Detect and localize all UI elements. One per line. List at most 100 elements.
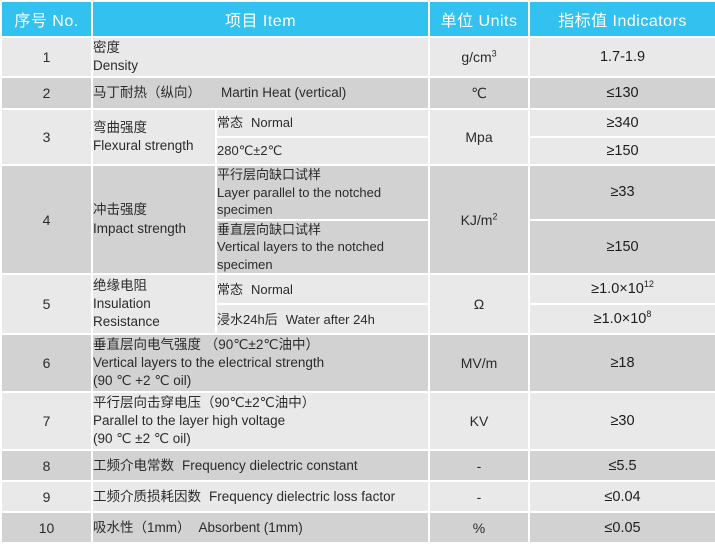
item-cell: 密度 Density [90, 36, 431, 78]
indicator-cell: ≤0.04 [528, 480, 715, 514]
table-row: 垂直层向缺口试样 Vertical layers to the notched … [1, 218, 715, 276]
indicator-cell: ≥33 [528, 164, 715, 221]
item-label-en: Frequency dielectric loss factor [209, 488, 396, 504]
item-cell: 弯曲强度 Flexural strength [91, 108, 217, 166]
item-label-zh: 马丁耐热（纵向） [93, 84, 201, 100]
item-label-zh: 弯曲强度 [93, 119, 147, 135]
unit-cell: - [428, 449, 531, 483]
sub-item-en: Vertical layers to the notched specimen [217, 239, 384, 272]
item-label-en: Frequency dielectric constant [182, 457, 358, 473]
indicator-cell: ≤130 [528, 76, 715, 110]
header-no: 序号 No. [0, 0, 93, 38]
sub-item-zh: 浸水24h后 [217, 311, 278, 327]
sub-item-cell: 垂直层向缺口试样 Vertical layers to the notched … [214, 218, 431, 276]
row-number: 2 [0, 76, 93, 110]
table-row: 3 弯曲强度 Flexural strength 常态 Normal Mpa ≥3… [0, 108, 715, 166]
row-number: 9 [0, 480, 93, 514]
header-item: 项目 Item [90, 0, 431, 38]
item-cell: 绝缘电阻 Insulation Resistance [91, 273, 217, 336]
sub-item-zh: 垂直层向缺口试样 [217, 221, 322, 237]
row-number: 10 [0, 511, 93, 544]
table-row: 4 冲击强度 Impact strength 平行层向缺口试样 Layer pa… [0, 163, 715, 276]
unit-cell: - [428, 480, 531, 514]
unit-cell: Mpa [428, 108, 531, 166]
sub-item-zh: 280℃±2℃ [217, 143, 283, 159]
item-cell: 垂直层向电气强度 （90℃±2℃油中） Vertical layers to t… [90, 333, 431, 394]
table-row: 9 工频介质损耗因数 Frequency dielectric loss fact… [0, 480, 715, 514]
item-line-3: (90 ℃ ±2 ℃ oil) [93, 431, 191, 447]
table-row: 8 工频介电常数 Frequency dielectric constant - … [0, 449, 715, 483]
sub-item-en: Water after 24h [285, 311, 375, 327]
unit-cell: Ω [428, 273, 531, 336]
item-line-2: Parallel to the layer high voltage [93, 413, 286, 429]
indicator-cell: ≤0.05 [528, 511, 715, 544]
unit-label: g/cm [461, 49, 492, 65]
sub-item-en: Normal [251, 115, 293, 131]
table-row: 2 马丁耐热（纵向） Martin Heat (vertical) ℃ ≤130 [0, 76, 715, 110]
item-label-zh: 冲击强度 [93, 202, 147, 218]
unit-superscript: 3 [491, 48, 497, 59]
item-cell: 工频介质损耗因数 Frequency dielectric loss factor [90, 480, 431, 514]
item-label-zh: 密度 [93, 39, 120, 55]
item-line-1: 平行层向击穿电压（90℃±2℃油中） [93, 394, 316, 410]
unit-cell: MV/m [428, 333, 531, 394]
indicator-value: ≥1.0×10 [593, 311, 647, 328]
indicator-cell: 1.7-1.9 [528, 36, 715, 78]
indicator-value: ≥1.0×10 [591, 281, 644, 298]
item-cell: 平行层向击穿电压（90℃±2℃油中） Parallel to the layer… [90, 391, 431, 452]
indicator-cell: ≥150 [528, 218, 715, 276]
item-label-zh: 工频介质损耗因数 [93, 488, 201, 504]
indicator-cell: ≥30 [528, 391, 715, 452]
row-number: 1 [0, 36, 93, 78]
row-number: 3 [0, 108, 93, 166]
item-label-en: Density [93, 58, 139, 73]
sub-item-zh: 常态 [217, 281, 244, 297]
sub-item-cell: 280℃±2℃ [214, 136, 431, 166]
header-units: 单位 Units [428, 0, 531, 38]
indicator-superscript: 8 [646, 309, 652, 320]
sub-item-en: Layer parallel to the notched specimen [217, 184, 382, 218]
unit-cell: KJ/m2 [428, 163, 531, 276]
row-number: 7 [0, 391, 93, 452]
item-cell: 冲击强度 Impact strength [91, 163, 217, 276]
indicator-cell: ≥1.0×1012 [528, 273, 715, 306]
unit-superscript: 2 [492, 210, 498, 221]
row-number: 6 [0, 333, 93, 394]
row-number: 4 [0, 163, 93, 276]
item-label-zh: 吸水性（1mm） [93, 519, 191, 535]
unit-cell: g/cm3 [428, 36, 531, 78]
indicator-cell: ≥150 [528, 136, 715, 166]
item-label-en: Absorbent (1mm) [198, 519, 303, 535]
indicator-cell: ≥18 [528, 333, 715, 394]
row-number: 5 [0, 273, 93, 336]
item-label-zh: 绝缘电阻 [93, 277, 147, 293]
indicator-cell: ≤5.5 [528, 449, 715, 483]
unit-cell: % [428, 511, 531, 544]
row-number: 8 [0, 449, 93, 483]
sub-item-cell: 常态 Normal [214, 273, 431, 306]
unit-cell: KV [428, 391, 531, 452]
item-label-en: Flexural strength [93, 138, 194, 153]
item-cell: 吸水性（1mm） Absorbent (1mm) [90, 511, 431, 544]
indicator-cell: ≥1.0×108 [528, 303, 715, 336]
table-row: 5 绝缘电阻 Insulation Resistance 常态 Normal Ω … [0, 273, 715, 336]
table-row: 7 平行层向击穿电压（90℃±2℃油中） Parallel to the lay… [0, 391, 715, 452]
indicator-superscript: 12 [643, 279, 654, 290]
sub-item-cell: 浸水24h后 Water after 24h [214, 303, 431, 336]
item-line-2: Vertical layers to the electrical streng… [93, 355, 325, 371]
header-indicators: 指标值 Indicators [528, 0, 715, 38]
sub-item-en: Normal [251, 281, 293, 297]
item-label-en: Impact strength [93, 220, 187, 236]
unit-label: KJ/m [460, 211, 493, 228]
table-header-row: 序号 No. 项目 Item 单位 Units 指标值 Indicators [0, 0, 715, 38]
item-line-1: 垂直层向电气强度 （90℃±2℃油中） [93, 336, 320, 352]
item-label-zh: 工频介电常数 [93, 457, 174, 473]
item-label-en: Martin Heat (vertical) [221, 84, 347, 100]
table-row: 浸水24h后 Water after 24h ≥1.0×108 [1, 303, 715, 336]
unit-cell: ℃ [428, 76, 531, 110]
sub-item-cell: 平行层向缺口试样 Layer parallel to the notched s… [214, 164, 431, 221]
item-line-3: (90 ℃ +2 ℃ oil) [93, 373, 192, 389]
table-row: 1 密度 Density g/cm3 1.7-1.9 [0, 36, 715, 78]
table-row: 6 垂直层向电气强度 （90℃±2℃油中） Vertical layers to… [0, 333, 715, 394]
